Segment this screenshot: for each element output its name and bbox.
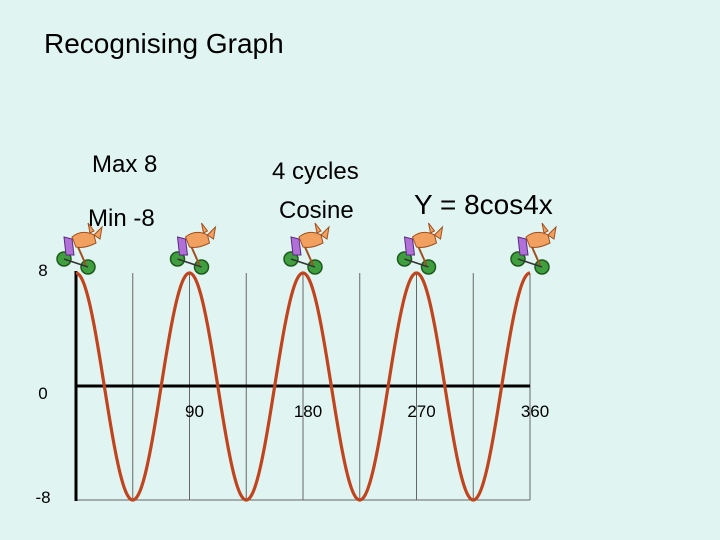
cycles-note: 4 cycles: [272, 158, 359, 185]
cyclist-icon: [283, 222, 330, 275]
x-tick-label: 270: [407, 402, 435, 421]
function-type-note: Cosine: [279, 197, 354, 224]
x-tick-label: 90: [185, 402, 204, 421]
equation-note: Y = 8cos4x: [414, 189, 553, 220]
cyclist-icon: [169, 222, 217, 275]
y-tick-label: -8: [35, 488, 50, 507]
min-note: Min -8: [88, 205, 155, 232]
y-tick-label: 8: [38, 261, 47, 280]
x-tick-label: 180: [294, 402, 322, 421]
y-tick-label: 0: [38, 384, 47, 403]
slide-title: Recognising Graph: [44, 28, 284, 59]
x-tick-label: 360: [521, 402, 549, 421]
cyclist-icon: [396, 222, 444, 275]
cyclist-icon: [56, 222, 103, 275]
cosine-curve: [75, 271, 531, 502]
max-note: Max 8: [92, 151, 158, 178]
cyclist-icon: [510, 222, 557, 275]
